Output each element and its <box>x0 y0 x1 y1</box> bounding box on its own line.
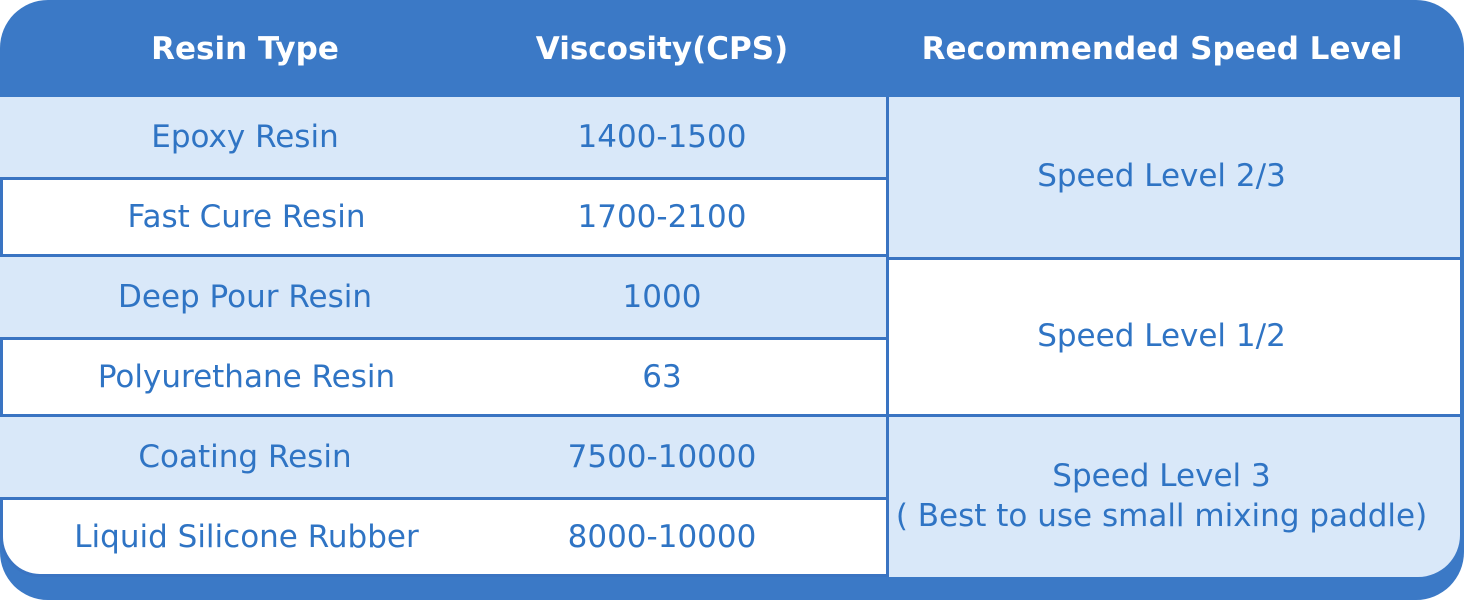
table-body: Epoxy Resin 1400-1500 Fast Cure Resin 17… <box>0 97 1460 577</box>
speed-level-note: ( Best to use small mixing paddle) <box>895 498 1428 534</box>
resin-type-cell: Epoxy Resin <box>151 119 339 155</box>
resin-type-cell: Deep Pour Resin <box>118 279 372 315</box>
resin-type-cell: Liquid Silicone Rubber <box>74 519 419 555</box>
viscosity-cell: 7500-10000 <box>567 439 757 475</box>
viscosity-cell: 63 <box>642 359 682 395</box>
header-speed-level: Recommended Speed Level <box>921 30 1403 67</box>
header-viscosity: Viscosity(CPS) <box>535 30 789 67</box>
speed-level-label: Speed Level 2/3 <box>1037 158 1286 195</box>
viscosity-cell: 8000-10000 <box>567 519 757 555</box>
speed-level-label: Speed Level 3 <box>1052 458 1271 495</box>
speed-level-cell: Speed Level 1/2 <box>886 257 1460 417</box>
table-row: Polyurethane Resin 63 <box>0 337 886 417</box>
table-row: Liquid Silicone Rubber 8000-10000 <box>0 497 886 577</box>
table-header-row: Resin Type Viscosity(CPS) Recommended Sp… <box>0 0 1464 97</box>
speed-level-label: Speed Level 1/2 <box>1037 318 1286 355</box>
viscosity-cell: 1400-1500 <box>577 119 747 155</box>
resin-type-cell: Polyurethane Resin <box>97 359 396 395</box>
table-row: Coating Resin 7500-10000 <box>0 417 886 497</box>
table-row: Epoxy Resin 1400-1500 <box>0 97 886 177</box>
speed-level-cell: Speed Level 2/3 <box>886 97 1460 257</box>
resin-type-cell: Fast Cure Resin <box>127 199 366 235</box>
table-row: Deep Pour Resin 1000 <box>0 257 886 337</box>
viscosity-cell: 1700-2100 <box>577 199 747 235</box>
speed-level-column: Speed Level 2/3 Speed Level 1/2 Speed Le… <box>886 97 1460 577</box>
resin-type-cell: Coating Resin <box>138 439 352 475</box>
speed-level-cell: Speed Level 3 ( Best to use small mixing… <box>886 417 1460 577</box>
resin-viscosity-columns: Epoxy Resin 1400-1500 Fast Cure Resin 17… <box>0 97 886 577</box>
viscosity-cell: 1000 <box>622 279 702 315</box>
table-row: Fast Cure Resin 1700-2100 <box>0 177 886 257</box>
header-resin-type: Resin Type <box>151 30 339 67</box>
